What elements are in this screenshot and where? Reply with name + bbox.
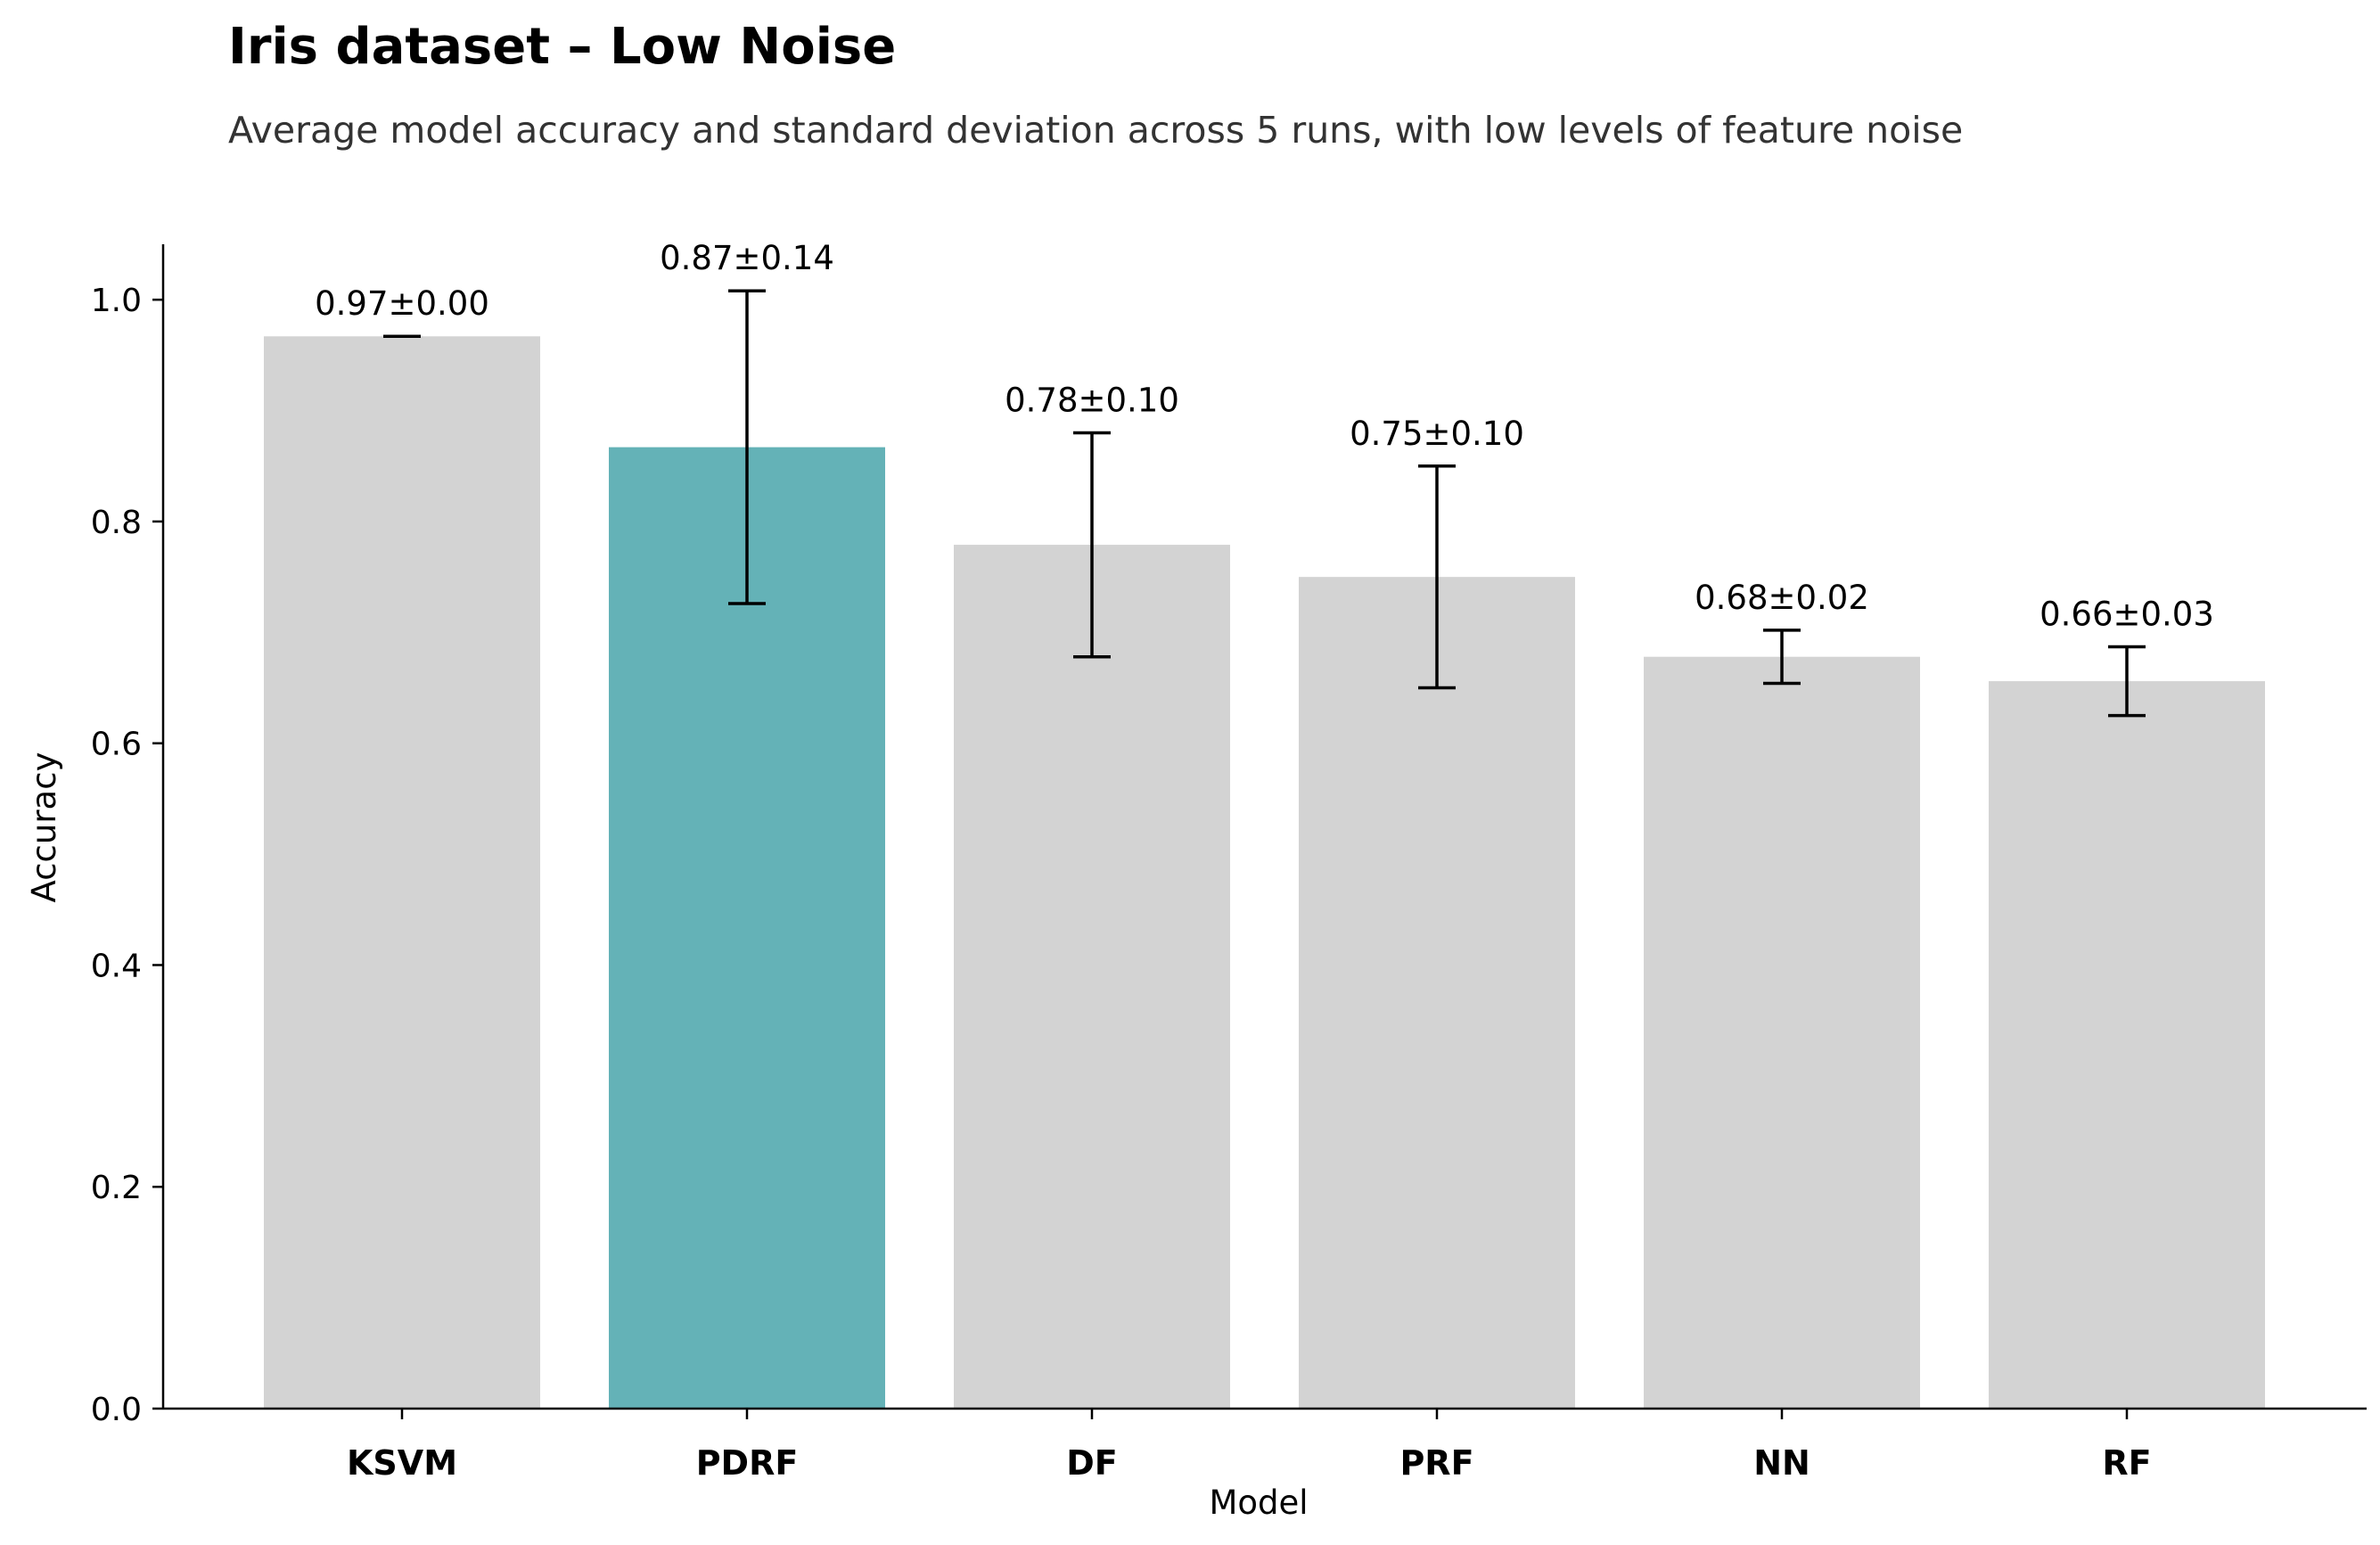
x-ticks-layer: KSVM PDRF DF PRF NN RF	[347, 1409, 2152, 1483]
error-bar-rf	[2108, 645, 2146, 718]
x-tick-label-rf: RF	[2102, 1443, 2151, 1483]
error-bars-layer	[383, 289, 2146, 718]
x-tick-label-pdrf: PDRF	[696, 1443, 799, 1483]
x-tick-label-ksvm: KSVM	[347, 1443, 457, 1483]
y-ticks-layer: 0.0 0.2 0.4 0.6 0.8 1.0	[91, 283, 163, 1428]
x-tick-label-prf: PRF	[1399, 1443, 1473, 1483]
bar-df	[954, 545, 1230, 1409]
x-axis-title: Model	[1209, 1483, 1308, 1522]
y-tick-label-3: 0.6	[91, 727, 142, 763]
x-tick-label-df: DF	[1066, 1443, 1118, 1483]
y-tick-label-0: 0.0	[91, 1392, 142, 1428]
y-tick-label-2: 0.4	[91, 948, 142, 984]
y-axis-title: Accuracy	[25, 752, 63, 903]
bar-nn	[1644, 656, 1920, 1409]
y-tick-label-1: 0.2	[91, 1170, 142, 1206]
data-label-ksvm: 0.97±0.00	[315, 284, 489, 323]
error-bar-prf	[1418, 464, 1456, 690]
chart-title: Iris dataset – Low Noise	[228, 18, 897, 76]
bars-layer	[264, 336, 2265, 1409]
bar-rf	[1989, 681, 2265, 1409]
error-bar-df	[1073, 431, 1111, 659]
bar-ksvm	[264, 336, 540, 1409]
bar-pdrf	[609, 447, 885, 1409]
data-label-df: 0.78±0.10	[1005, 381, 1179, 419]
data-label-prf: 0.75±0.10	[1350, 415, 1524, 453]
y-tick-label-5: 1.0	[91, 283, 142, 319]
error-bar-pdrf	[728, 289, 766, 605]
data-labels-layer: 0.97±0.00 0.87±0.14 0.78±0.10 0.75±0.10 0.68…	[315, 239, 2214, 633]
x-tick-label-nn: NN	[1753, 1443, 1810, 1483]
data-label-nn: 0.68±0.02	[1695, 579, 1869, 617]
y-tick-label-4: 0.8	[91, 505, 142, 541]
chart-subtitle: Average model accuracy and standard devi…	[228, 109, 1964, 152]
data-label-rf: 0.66±0.03	[2039, 596, 2214, 634]
error-bar-nn	[1763, 629, 1801, 686]
axes-layer	[161, 244, 2367, 1410]
bar-prf	[1299, 577, 1575, 1409]
data-label-pdrf: 0.87±0.14	[660, 239, 834, 277]
